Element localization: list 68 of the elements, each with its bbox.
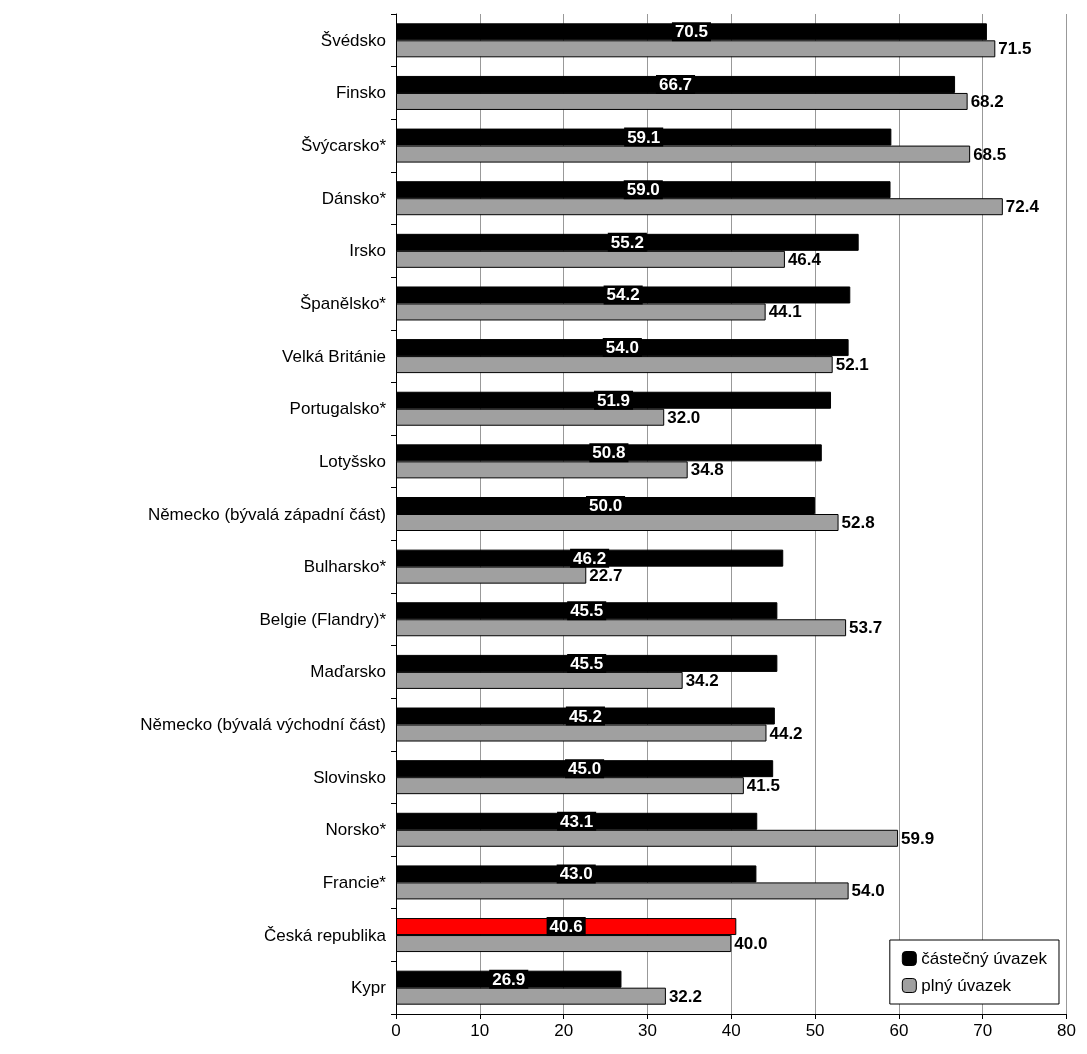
data-label: 50.0 — [589, 496, 623, 515]
y-tick-label: Bulharsko* — [303, 557, 387, 577]
data-label: 55.2 — [610, 232, 644, 252]
y-tick-label: Norsko* — [325, 820, 387, 840]
data-label: 22.7 — [589, 565, 623, 585]
data-label: 32.2 — [668, 986, 702, 1006]
x-tick-label: 80 — [1057, 1021, 1077, 1040]
data-label: 45.2 — [568, 706, 602, 726]
data-label: 40.0 — [734, 934, 768, 954]
data-label: 52.1 — [835, 355, 869, 375]
y-tick-label: Velká Británie — [282, 346, 386, 366]
data-label: 66.7 — [658, 74, 693, 94]
data-label: 68.2 — [970, 91, 1004, 111]
data-label: 54.0 — [851, 881, 885, 901]
x-tick-label: 0 — [391, 1021, 401, 1040]
data-label: 34.8 — [690, 460, 724, 480]
data-label: 45.5 — [570, 601, 604, 621]
data-label: 45.5 — [570, 653, 604, 673]
x-tick-label: 40 — [721, 1021, 741, 1040]
y-tick-label: Dánsko* — [321, 188, 387, 208]
data-label: 44.1 — [768, 302, 802, 322]
y-tick-label: Švýcarsko* — [300, 136, 387, 156]
y-tick-label: Lotyšsko — [318, 451, 386, 471]
x-tick-label: 60 — [889, 1021, 909, 1040]
data-label: 51.9 — [596, 390, 631, 410]
data-label: 52.8 — [841, 513, 875, 532]
y-tick-label: Irsko — [349, 241, 386, 261]
x-tick-label: 50 — [805, 1021, 825, 1040]
data-label: 46.2 — [573, 548, 607, 568]
y-tick-label: Slovinsko — [313, 767, 386, 787]
data-label: 54.2 — [606, 285, 640, 305]
data-label: 43.1 — [560, 811, 594, 831]
y-tick-label: Švédsko — [320, 30, 386, 50]
x-tick-label: 10 — [470, 1021, 490, 1040]
y-tick-label: Finsko — [335, 83, 386, 103]
data-label: 50.8 — [592, 443, 626, 463]
data-label: 70.5 — [674, 22, 709, 42]
data-label: 45.0 — [568, 759, 602, 779]
data-label: 71.5 — [998, 39, 1032, 59]
legend-label: částečný úvazek — [921, 949, 1048, 968]
data-label: 32.0 — [667, 407, 701, 427]
data-label: 41.5 — [746, 776, 780, 796]
data-label: 59.9 — [901, 828, 935, 848]
y-tick-label: Česká republika — [264, 925, 387, 945]
y-tick-label: Německo (bývalá západní část) — [147, 504, 386, 524]
data-label: 59.0 — [626, 180, 660, 200]
y-tick-label: Kypr — [351, 978, 387, 998]
x-tick-label: 30 — [637, 1021, 657, 1040]
data-label: 44.2 — [769, 723, 803, 743]
y-tick-label: Portugalsko* — [289, 399, 387, 419]
data-label: 59.1 — [627, 127, 661, 147]
data-label: 54.0 — [605, 338, 639, 358]
legend-label: plný úvazek — [921, 976, 1012, 995]
data-label: 26.9 — [492, 969, 526, 989]
data-label: 46.4 — [787, 249, 822, 269]
data-label: 68.5 — [973, 144, 1007, 164]
data-label: 53.7 — [849, 618, 883, 638]
data-label: 40.6 — [549, 917, 583, 937]
y-tick-label: Francie* — [322, 872, 387, 892]
x-tick-label: 70 — [973, 1021, 993, 1040]
data-label: 43.0 — [559, 864, 593, 884]
y-tick-label: Maďarsko — [310, 662, 386, 682]
y-tick-label: Německo (bývalá východní část) — [140, 715, 386, 735]
data-label: 72.4 — [1005, 197, 1040, 217]
y-tick-label: Belgie (Flandry)* — [259, 609, 387, 629]
y-tick-label: Španělsko* — [299, 293, 387, 313]
x-tick-label: 20 — [554, 1021, 574, 1040]
data-label: 34.2 — [685, 670, 719, 690]
